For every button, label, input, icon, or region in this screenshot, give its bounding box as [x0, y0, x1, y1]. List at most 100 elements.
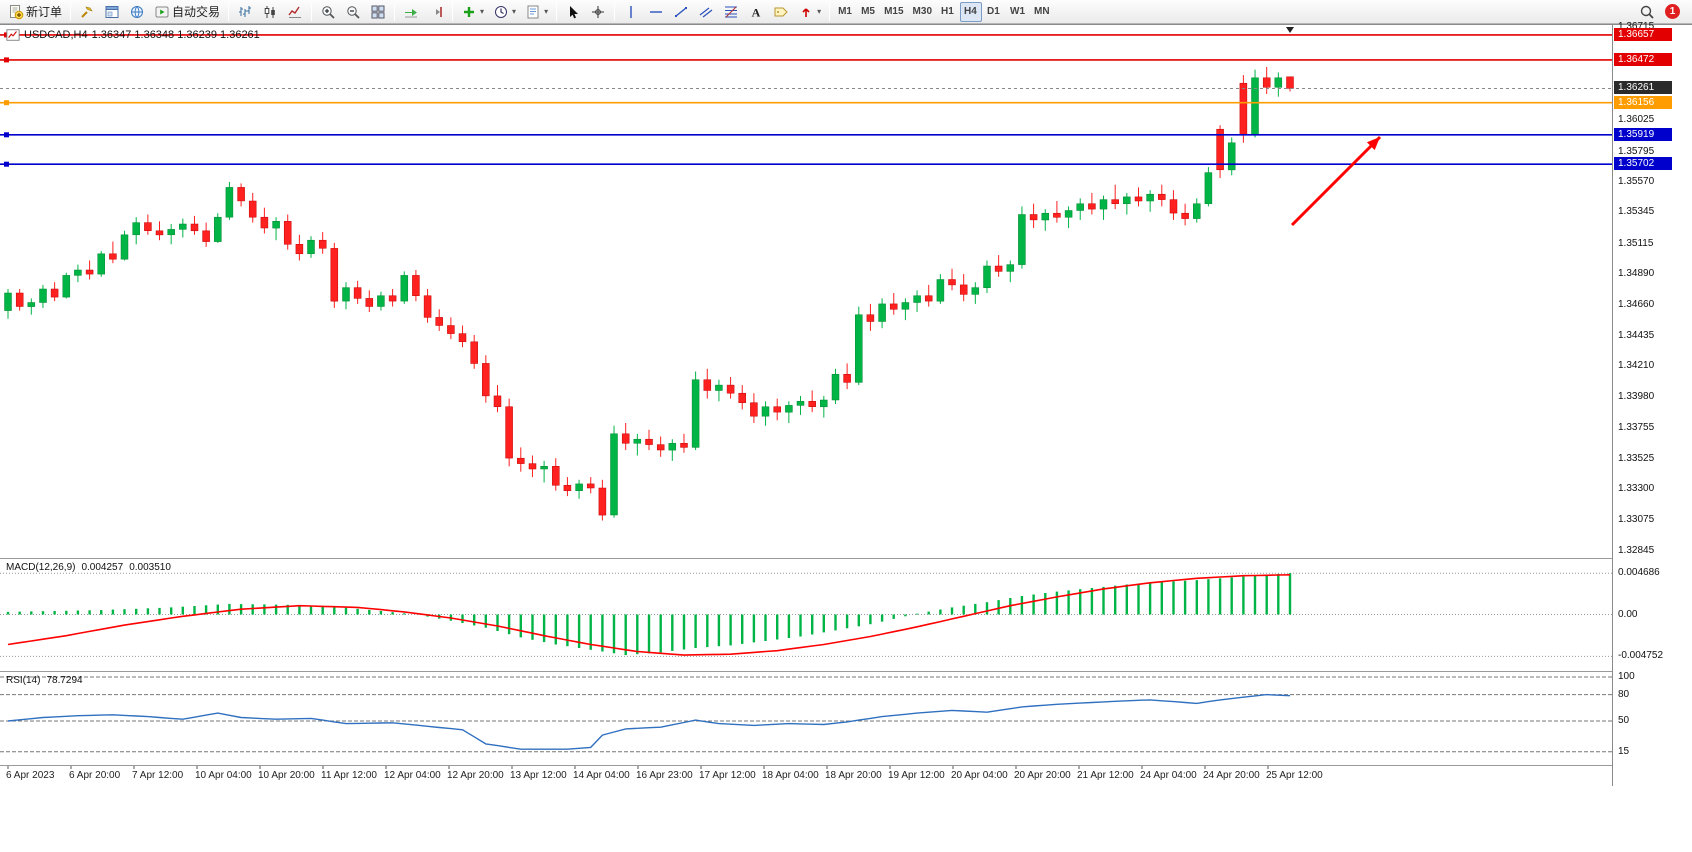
channel-button[interactable] [694, 2, 718, 22]
time-axis-label: 20 Apr 20:00 [1014, 770, 1071, 781]
tf-mn[interactable]: MN [1030, 2, 1054, 22]
templates-button[interactable]: ▾ [521, 2, 552, 22]
bars-chart-button[interactable] [233, 2, 257, 22]
fibo-icon [723, 4, 739, 20]
svg-text:A: A [752, 5, 761, 19]
tf-mn-label: MN [1034, 6, 1050, 17]
macd-value-2: 0.003510 [129, 562, 171, 573]
price-line-tag: 1.36472 [1614, 52, 1672, 66]
tf-h1-label: H1 [941, 6, 954, 17]
trend-arrow-annotation[interactable] [1290, 135, 1382, 227]
price-axis-label: 1.36025 [1618, 114, 1655, 126]
tf-h1[interactable]: H1 [937, 2, 959, 22]
rsi-axis-label: 100 [1618, 671, 1635, 682]
trendline-button[interactable] [669, 2, 693, 22]
new-order-button[interactable]: 新订单 [4, 2, 66, 22]
tile-windows-button[interactable] [366, 2, 390, 22]
hline-icon [648, 4, 664, 20]
time-axis-label: 24 Apr 20:00 [1203, 770, 1260, 781]
notification-badge[interactable]: 1 [1665, 4, 1680, 19]
tf-w1[interactable]: W1 [1006, 2, 1029, 22]
price-axis-label: 1.33980 [1618, 391, 1655, 403]
time-axis-label: 17 Apr 12:00 [699, 770, 756, 781]
metaeditor-button[interactable] [75, 2, 99, 22]
zoom-out-button[interactable] [341, 2, 365, 22]
tf-d1-label: D1 [987, 6, 1000, 17]
text-button[interactable]: A [744, 2, 768, 22]
tile-icon [370, 4, 386, 20]
time-axis-label: 6 Apr 20:00 [69, 770, 121, 781]
price-axis-label: 1.34660 [1618, 299, 1655, 311]
symbol-search-button[interactable] [1635, 2, 1659, 22]
autotrading-button[interactable]: 自动交易 [150, 2, 224, 22]
fibonacci-button[interactable] [719, 2, 743, 22]
auto-scroll-button[interactable] [399, 2, 423, 22]
community-button[interactable] [125, 2, 149, 22]
indicators-button[interactable]: ▾ [457, 2, 488, 22]
tf-d1[interactable]: D1 [983, 2, 1005, 22]
periods-button[interactable]: ▾ [489, 2, 520, 22]
line-handle[interactable] [4, 57, 9, 63]
tf-m5[interactable]: M5 [857, 2, 879, 22]
tf-m1[interactable]: M1 [834, 2, 856, 22]
dropdown-arrow-icon: ▾ [817, 7, 822, 16]
price-line-tag: 1.36657 [1614, 27, 1672, 41]
periods-icon [493, 4, 509, 20]
price-axis-label: 1.35115 [1618, 237, 1654, 249]
cursor-button[interactable] [561, 2, 585, 22]
data-window-button[interactable] [100, 2, 124, 22]
line-chart-button[interactable] [283, 2, 307, 22]
panel-separator-macd[interactable] [0, 558, 1692, 559]
chart-shift-button[interactable] [424, 2, 448, 22]
time-axis-label: 11 Apr 12:00 [321, 770, 377, 781]
time-axis-label: 24 Apr 04:00 [1140, 770, 1197, 781]
toolbar-separator [829, 2, 831, 21]
label-button[interactable] [769, 2, 793, 22]
time-axis-label: 7 Apr 12:00 [132, 770, 184, 781]
current-price-tag: 1.36261 [1614, 81, 1672, 95]
tf-m30[interactable]: M30 [909, 2, 936, 22]
tf-m5-label: M5 [861, 6, 875, 17]
macd-value-1: 0.004257 [81, 562, 124, 573]
price-axis-label: 1.34435 [1618, 329, 1655, 341]
dropdown-arrow-icon: ▾ [544, 7, 549, 16]
price-axis-label: 1.35345 [1618, 206, 1655, 218]
tf-m15[interactable]: M15 [880, 2, 907, 22]
horizontal-line-button[interactable] [644, 2, 668, 22]
tools-icon [79, 4, 95, 20]
zoom-in-button[interactable] [316, 2, 340, 22]
line-handle[interactable] [4, 100, 9, 106]
price-axis-label: 1.35570 [1618, 176, 1655, 188]
price-line-tag: 1.35919 [1614, 127, 1672, 141]
time-axis-label: 19 Apr 12:00 [888, 770, 945, 781]
symbol-period: USDCAD,H4 [24, 29, 88, 41]
candles-chart-button[interactable] [258, 2, 282, 22]
price-axis-label: 1.36715 [1618, 21, 1655, 33]
search-icon [1639, 4, 1655, 20]
arrows-button[interactable]: ▾ [794, 2, 825, 22]
tf-h4[interactable]: H4 [960, 1, 982, 22]
indicators-icon [461, 4, 477, 20]
rsi-axis-label: 15 [1618, 745, 1630, 757]
dropdown-arrow-icon: ▾ [512, 7, 517, 16]
line-handle[interactable] [4, 132, 9, 138]
macd-axis-label: -0.004752 [1618, 650, 1664, 662]
toolbar-separator [394, 2, 396, 21]
zoom-out-icon [345, 4, 361, 20]
line-handle[interactable] [4, 161, 9, 167]
rsi-axis-label: 50 [1618, 715, 1630, 726]
price-axis-label: 1.33755 [1618, 421, 1655, 433]
crosshair-button[interactable] [586, 2, 610, 22]
rsi-value: 78.7294 [46, 675, 83, 686]
price-scale[interactable]: 1.36715 1.36025 1.35795 1.35570 1.35345 1.351… [1612, 21, 1692, 786]
chart-canvas[interactable] [0, 25, 1692, 786]
vertical-line-button[interactable] [619, 2, 643, 22]
new-order-icon [8, 4, 24, 20]
bottom-margin [0, 785, 1692, 852]
label-icon [773, 4, 789, 20]
channel-icon [698, 4, 714, 20]
macd-axis-label: 0.004686 [1618, 567, 1660, 579]
panel-separator-rsi[interactable] [0, 671, 1692, 672]
toolbar-separator [311, 2, 313, 21]
time-axis-label: 18 Apr 20:00 [825, 770, 882, 781]
